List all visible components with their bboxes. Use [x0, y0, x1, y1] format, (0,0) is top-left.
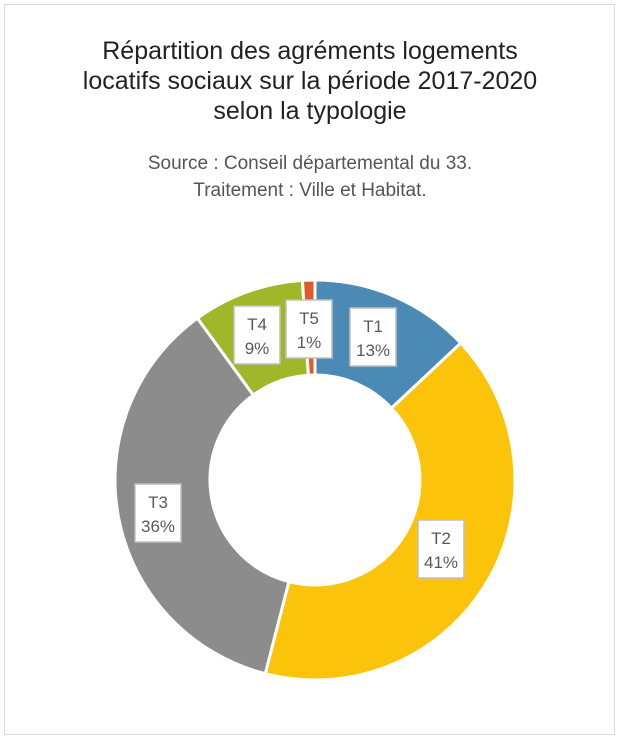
chart-title: Répartition des agréments logements loca…: [0, 36, 620, 126]
slice-t2: [263, 340, 517, 682]
data-label-category: T5: [299, 309, 319, 328]
data-label-value: 9%: [245, 339, 270, 358]
data-label-category: T1: [363, 317, 383, 336]
chart-title-line-2: locatifs sociaux sur la période 2017-202…: [82, 67, 538, 95]
data-label-value: 36%: [141, 517, 175, 536]
data-label-box: [134, 483, 182, 543]
data-label-box: [349, 307, 397, 367]
data-label-category: T2: [431, 529, 451, 548]
data-label-t5: T51%: [285, 299, 333, 359]
data-label-category: T4: [247, 315, 267, 334]
data-label-value: 1%: [297, 333, 322, 352]
chart-subtitle-source: Source : Conseil départemental du 33.: [147, 153, 473, 174]
data-label-box: [417, 519, 465, 579]
slice-t3: [113, 316, 291, 676]
data-label-t4: T49%: [233, 305, 281, 365]
chart-title-line-1: Répartition des agréments logements: [102, 37, 518, 65]
data-label-box: [233, 305, 281, 365]
data-label-value: 41%: [424, 553, 458, 572]
data-label-category: T3: [148, 493, 168, 512]
chart-title-line-3: selon la typologie: [213, 97, 407, 125]
chart-subtitle-treatment: Traitement : Ville et Habitat.: [193, 180, 427, 201]
data-label-value: 13%: [356, 341, 390, 360]
data-label-box: [285, 299, 333, 359]
chart-subtitle: Source : Conseil départemental du 33. Tr…: [0, 150, 620, 204]
